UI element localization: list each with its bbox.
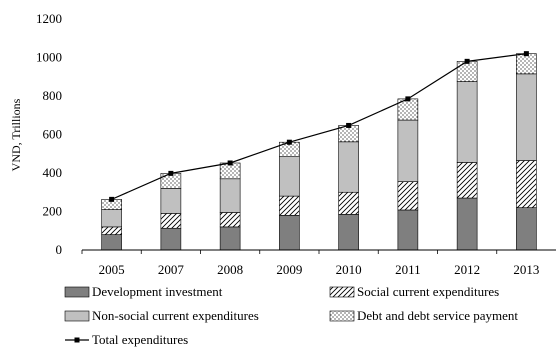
legend-swatch: [329, 310, 355, 322]
bar-segment: [279, 195, 300, 216]
bar-segment: [456, 61, 478, 82]
total-expenditures-point: [523, 51, 529, 57]
bar-segment: [338, 141, 359, 193]
total-expenditures-point: [286, 139, 292, 145]
bar-segment: [279, 215, 300, 251]
y-axis-title: VND, Trillions: [9, 98, 23, 171]
total-line-layer: [109, 51, 529, 202]
bar-segment: [160, 188, 182, 214]
legend-label: Debt and debt service payment: [357, 308, 518, 323]
bar-segment: [279, 156, 300, 197]
total-expenditures-point: [346, 122, 352, 128]
x-tick-label: 2008: [217, 262, 243, 277]
legend-label: Development investment: [92, 284, 223, 299]
bar-segment: [219, 212, 241, 228]
total-expenditures-point: [464, 58, 470, 64]
total-expenditures-line: [111, 53, 527, 200]
bar-segment: [516, 73, 537, 161]
total-expenditures-point: [405, 96, 411, 102]
x-tick-label: 2011: [395, 262, 421, 277]
legend-swatch: [64, 310, 90, 322]
y-axis-ticks: 0 200 400 600 800 1000 1200: [36, 11, 62, 257]
legend-line-marker: [74, 337, 80, 343]
x-tick-label: 2010: [336, 262, 362, 277]
bar-segment: [160, 227, 182, 251]
bar-segment: [101, 209, 122, 228]
y-tick-label: 0: [56, 242, 63, 257]
total-expenditures-point: [109, 196, 115, 202]
legend-label: Total expenditures: [92, 332, 188, 347]
bar-segment: [397, 209, 419, 251]
bar-segment: [516, 53, 537, 75]
bar-segment: [160, 213, 182, 229]
y-tick-label: 200: [43, 204, 63, 219]
legend-label: Social current expenditures: [357, 284, 499, 299]
x-tick-label: 2012: [454, 262, 480, 277]
bar-segment: [338, 191, 359, 215]
bar-segment: [219, 226, 241, 251]
legend-label: Non-social current expenditures: [92, 308, 259, 323]
y-tick-label: 1200: [36, 11, 62, 26]
legend: Development investment Social current exp…: [64, 284, 518, 347]
x-tick-label: 2005: [99, 262, 125, 277]
bar-segment: [219, 178, 241, 213]
bar-segment: [338, 214, 359, 251]
legend-swatch: [329, 286, 355, 298]
total-expenditures-point: [168, 170, 174, 176]
x-axis-ticks: 2005 2007 2008 2009 2010 2011 2012 2013: [81, 250, 539, 277]
bar-segment: [101, 234, 122, 251]
y-tick-label: 800: [43, 88, 63, 103]
y-tick-label: 400: [43, 165, 63, 180]
x-tick-label: 2013: [513, 262, 539, 277]
bar-segment: [516, 160, 537, 208]
bar-segment: [456, 162, 478, 199]
bar-segment: [101, 226, 122, 235]
bar-segment: [516, 207, 537, 251]
bar-segment: [397, 181, 419, 211]
x-tick-label: 2007: [158, 262, 185, 277]
x-tick-label: 2009: [276, 262, 302, 277]
total-expenditures-point: [227, 160, 233, 166]
y-tick-label: 600: [43, 127, 63, 142]
bars-layer: [101, 53, 537, 251]
bar-segment: [456, 81, 478, 163]
bar-segment: [456, 197, 478, 251]
legend-swatch: [64, 286, 90, 298]
bar-segment: [397, 119, 419, 182]
y-tick-label: 1000: [36, 50, 62, 65]
